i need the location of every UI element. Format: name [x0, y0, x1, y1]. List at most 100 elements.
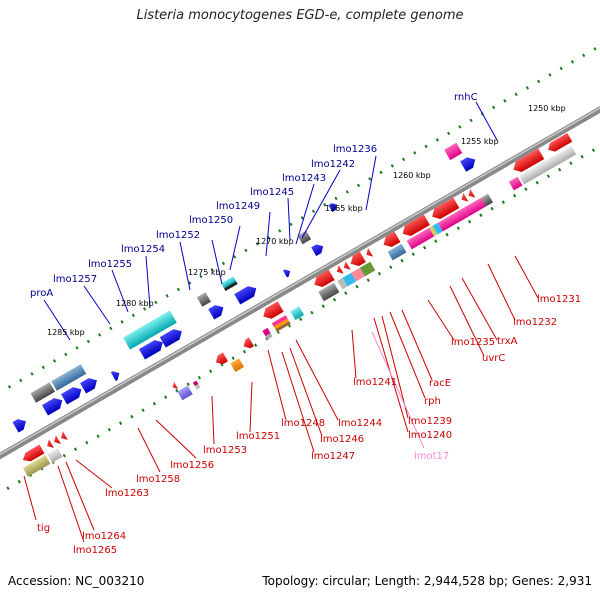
leader-line [295, 183, 315, 245]
kbp-tick-label: 1275 kbp [188, 268, 226, 277]
gene-label[interactable]: proA [30, 288, 53, 299]
gene-block [342, 272, 357, 287]
leader-line [83, 285, 111, 325]
gene-block [444, 142, 463, 161]
gene-block [147, 310, 177, 336]
gene-block [318, 282, 340, 302]
gene-label[interactable]: lmo1244 [338, 418, 382, 429]
gene-block [271, 315, 288, 327]
gene-label[interactable]: lmo1231 [537, 294, 581, 305]
leader-line [289, 347, 323, 437]
gene-label[interactable]: lmo1257 [53, 274, 97, 285]
gene-label[interactable]: lmo1247 [311, 451, 355, 462]
gene-block [224, 281, 238, 292]
gene-block [51, 364, 87, 391]
gene-arrow [243, 337, 254, 349]
gene-arrow [138, 340, 163, 360]
gene-block [123, 323, 155, 350]
gene-label[interactable]: racE [429, 378, 451, 389]
gene-label[interactable]: uvrC [482, 353, 505, 364]
leader-line [475, 101, 498, 141]
gene-label[interactable]: lmo1264 [82, 531, 126, 542]
gene-arrow [343, 260, 351, 270]
gene-label[interactable]: lmot17 [414, 451, 449, 462]
gene-label[interactable]: lmo1243 [282, 173, 326, 184]
gene-block [463, 197, 487, 217]
gene-label[interactable]: lmo1265 [73, 545, 117, 556]
leader-line [514, 255, 539, 299]
gene-label[interactable]: lmo1246 [320, 434, 364, 445]
leader-line [449, 285, 485, 357]
leader-line [487, 263, 516, 321]
leader-line [155, 419, 197, 459]
gene-label[interactable]: lmo1242 [311, 159, 355, 170]
leader-line [295, 339, 339, 421]
gene-label[interactable]: lmo1256 [170, 460, 214, 471]
genome-track [0, 38, 600, 517]
gene-label[interactable]: lmo1236 [333, 144, 377, 155]
gene-label[interactable]: lmo1251 [236, 431, 280, 442]
gene-arrow [12, 419, 26, 433]
reverse-genes-blocks [22, 145, 577, 477]
kbp-tick-label: 1260 kbp [393, 171, 431, 180]
gene-label[interactable]: lmo1254 [121, 244, 165, 255]
gene-block [337, 277, 348, 290]
gene-arrow [366, 247, 374, 257]
leader-line [75, 459, 113, 489]
gene-label[interactable]: trxA [497, 336, 518, 347]
gene-label[interactable]: lmo1258 [136, 474, 180, 485]
gene-arrow [468, 188, 476, 198]
leader-line [137, 427, 161, 473]
leader-line [365, 155, 377, 211]
gene-block [22, 455, 51, 477]
gene-label[interactable]: lmo1263 [105, 488, 149, 499]
gene-label[interactable]: lmo1255 [88, 259, 132, 270]
gene-arrow [41, 398, 63, 416]
gene-block [429, 225, 438, 237]
gene-arrow [314, 269, 335, 287]
gene-arrow [80, 378, 97, 394]
gene-label[interactable]: rph [424, 396, 441, 407]
gene-label[interactable]: lmo1250 [189, 215, 233, 226]
topology-text: Topology: circular; Length: 2,944,528 bp… [262, 574, 592, 588]
leader-line [401, 309, 433, 381]
kbp-tick-label: 1250 kbp [528, 104, 566, 113]
gene-label[interactable]: lmo1248 [281, 418, 325, 429]
gene-arrow [336, 264, 344, 274]
gene-arrow [513, 148, 545, 173]
leader-line [23, 475, 37, 521]
gene-label[interactable]: lmo1235 [451, 337, 495, 348]
kbp-tick-label: 1255 kbp [461, 137, 499, 146]
leader-line [57, 465, 85, 543]
gene-arrow [242, 286, 257, 300]
gene-arrow [215, 352, 228, 365]
gene-label[interactable]: lmo1249 [216, 201, 260, 212]
forward-gene-labels: rnhC lmo1236 lmo1242 lmo1243 lmo1245 lmo… [30, 92, 478, 299]
leader-line [267, 349, 287, 421]
gene-label[interactable]: rnhC [454, 92, 478, 103]
gene-block [406, 227, 435, 250]
genome-backbone [0, 74, 600, 500]
gene-block [273, 318, 290, 330]
gene-label[interactable]: lmo1240 [408, 430, 452, 441]
gene-label[interactable]: lmo1245 [250, 187, 294, 198]
gene-block [359, 261, 376, 277]
gene-label[interactable]: lmo1232 [513, 317, 557, 328]
accession-text: Accession: NC_003210 [8, 574, 145, 588]
gene-block [519, 145, 577, 185]
gene-arrow [432, 197, 460, 219]
gene-block [177, 385, 193, 401]
gene-arrow [172, 381, 179, 389]
gene-block [230, 358, 244, 372]
leader-line [281, 351, 315, 453]
gene-label[interactable]: lmo1241 [353, 377, 397, 388]
genome-backbone-highlight [0, 75, 600, 497]
leader-line [301, 169, 341, 239]
gene-arrow [311, 244, 324, 257]
gene-label[interactable]: tig [37, 523, 50, 534]
gene-label[interactable]: lmo1239 [408, 416, 452, 427]
leader-line [211, 239, 223, 285]
leader-line [381, 315, 409, 419]
gene-label[interactable]: lmo1252 [156, 230, 200, 241]
gene-label[interactable]: lmo1253 [203, 445, 247, 456]
